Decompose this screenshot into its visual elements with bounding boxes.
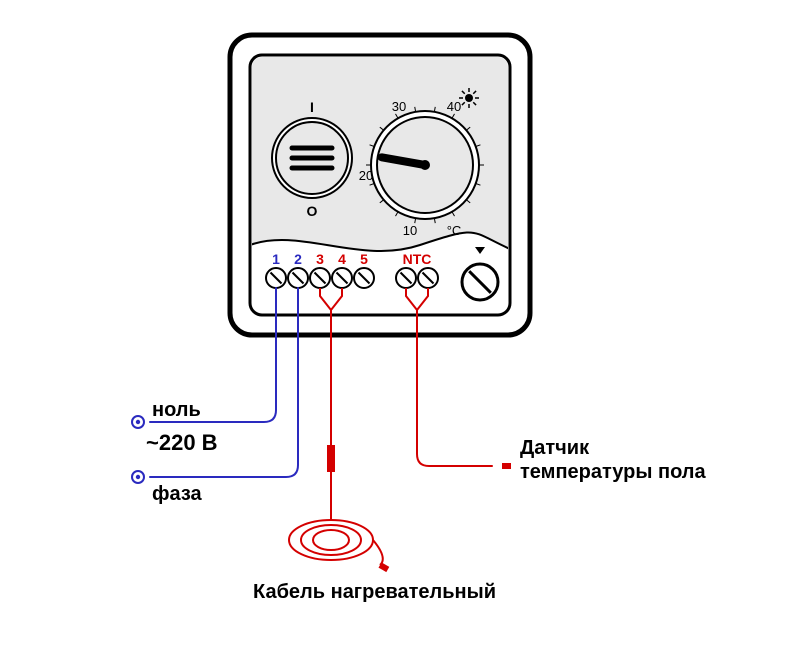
sensor-probe-end	[502, 463, 511, 469]
terminal-1	[266, 268, 286, 288]
dial-scale-label: 30	[392, 99, 406, 114]
terminal-label-ntc: NTC	[403, 251, 432, 267]
heater-connector	[327, 445, 335, 472]
terminal-3	[310, 268, 330, 288]
dial-scale-label: 10	[403, 223, 417, 238]
label-phase: фаза	[152, 483, 203, 505]
label-neutral: ноль	[152, 399, 201, 421]
terminal-4	[332, 268, 352, 288]
switch-off-mark: O	[307, 203, 318, 219]
dial-scale-label: °C	[447, 223, 462, 238]
dial-scale-label: 40	[447, 99, 461, 114]
label-sensor-line2: температуры пола	[520, 461, 707, 483]
cover-screw	[462, 264, 498, 300]
terminal-5	[354, 268, 374, 288]
terminal-2	[288, 268, 308, 288]
dial-scale-label: 20	[359, 168, 373, 183]
terminal-label-5: 5	[360, 251, 368, 267]
device-panel: I O 10 20 30 40 °C 12345 NTC	[250, 55, 510, 315]
terminal-label-3: 3	[316, 251, 324, 267]
terminal-label-4: 4	[338, 251, 346, 267]
terminal-ntc-a	[396, 268, 416, 288]
terminal-label-2: 2	[294, 251, 302, 267]
terminal-label-1: 1	[272, 251, 280, 267]
switch-on-mark: I	[310, 99, 314, 115]
label-voltage: ~220 В	[146, 430, 218, 455]
label-sensor-line1: Датчик	[520, 437, 590, 459]
sun-icon	[459, 88, 479, 108]
label-heating-cable: Кабель нагревательный	[253, 581, 496, 603]
terminal-ntc-b	[418, 268, 438, 288]
